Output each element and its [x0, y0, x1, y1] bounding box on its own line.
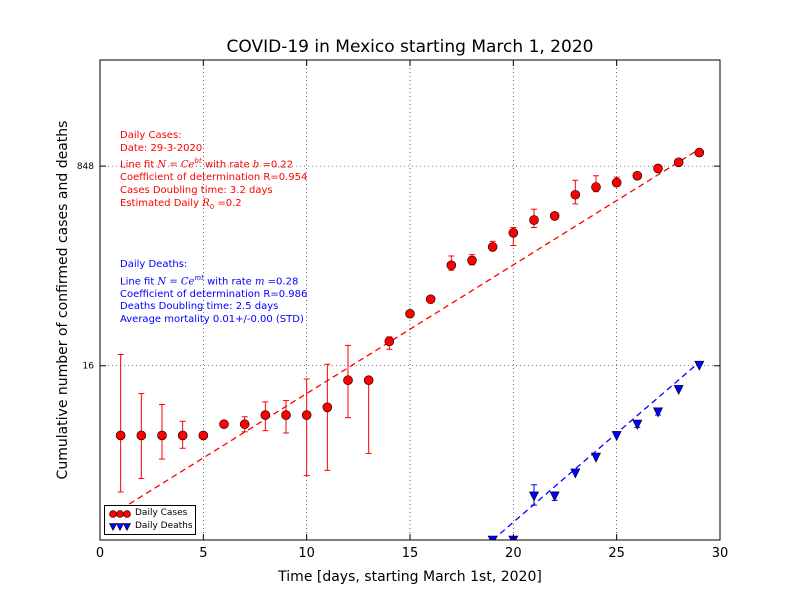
x-tick-label: 30 [712, 546, 729, 561]
death-point [653, 407, 663, 418]
legend: Daily Cases Daily Deaths [104, 505, 196, 535]
cases-heading: Daily Cases: [120, 130, 182, 141]
cases-coefficient: Coefficient of determination R=0.954 [120, 172, 308, 184]
deaths-doubling-time: Deaths Doubling time: 2.5 days [120, 301, 279, 313]
x-tick-label: 0 [96, 546, 104, 561]
cases-fit-line [120, 148, 700, 510]
death-point [694, 360, 705, 371]
fit-lines [120, 148, 700, 540]
case-point [570, 189, 581, 200]
x-tick-label: 10 [298, 546, 315, 561]
case-point [198, 430, 209, 441]
grid [100, 60, 720, 540]
x-axis-label: Time [days, starting March 1st, 2020] [277, 569, 542, 585]
case-point [508, 228, 519, 238]
death-point [673, 385, 684, 396]
case-point [384, 336, 395, 347]
case-point [487, 242, 498, 252]
y-tick-label: 16 [83, 362, 95, 372]
deaths-fit-line: Line fit N = Cemt with rate m =0.28 [120, 273, 299, 288]
case-point [301, 410, 312, 420]
case-point [115, 430, 126, 441]
case-point [673, 157, 684, 168]
cases-r0: Estimated Daily R0 =0.2 [120, 197, 242, 211]
deaths-annotation: Daily Deaths: Line fit N = Cemt with rat… [120, 259, 307, 327]
case-point [653, 163, 663, 174]
case-point [467, 255, 477, 266]
case-point [136, 430, 147, 441]
case-point [343, 375, 353, 386]
case-point [177, 430, 188, 441]
cases-fit-line: Line fit N = Cebt with rate b =0.22 [120, 157, 294, 171]
case-point [549, 211, 560, 221]
axis-ticks: 0 5 10 15 20 25 30 16 848 [77, 60, 728, 561]
legend-deaths-marker-icon [109, 523, 131, 532]
case-point [260, 410, 271, 420]
deaths-heading: Daily Deaths: [120, 259, 188, 270]
x-tick-label: 25 [608, 546, 625, 561]
case-point [529, 215, 539, 225]
case-point [425, 294, 436, 305]
chart-title: COVID-19 in Mexico starting March 1, 202… [227, 37, 594, 57]
legend-deaths-label: Daily Deaths [135, 521, 193, 531]
y-axis-label: Cumulative number of confirmed cases and… [55, 121, 71, 480]
cases-doubling-time: Cases Doubling time: 3.2 days [120, 185, 273, 197]
death-point [549, 491, 560, 502]
death-point [632, 419, 643, 430]
case-point [632, 170, 643, 181]
case-point [219, 419, 229, 430]
death-point [487, 535, 498, 540]
case-point [591, 182, 601, 192]
x-tick-label: 20 [505, 546, 522, 561]
deaths-fit-line [492, 361, 700, 540]
death-point [611, 431, 622, 442]
x-tick-label: 15 [402, 546, 419, 561]
x-tick-label: 5 [199, 546, 207, 561]
case-point [157, 430, 167, 441]
case-point [405, 308, 415, 319]
legend-cases-label: Daily Cases [135, 508, 188, 518]
case-point [694, 147, 705, 158]
deaths-mortality: Average mortality 0.01+/-0.00 (STD) [120, 314, 304, 326]
cases-annotation: Daily Cases: Date: 29-3-2020 Line fit N … [120, 130, 307, 214]
case-point [281, 410, 291, 420]
case-point [363, 375, 374, 386]
y-tick-label: 848 [77, 162, 94, 172]
legend-cases-marker-icon [109, 510, 131, 518]
deaths-coefficient: Coefficient of determination R=0.986 [120, 288, 308, 300]
death-point [570, 468, 581, 479]
case-point [446, 260, 457, 271]
data-marks [115, 147, 705, 540]
case-point [611, 177, 622, 188]
cases-date: Date: 29-3-2020 [120, 142, 203, 154]
death-point [529, 491, 539, 502]
death-point [591, 452, 601, 463]
case-point [239, 419, 250, 430]
case-point [322, 402, 333, 413]
